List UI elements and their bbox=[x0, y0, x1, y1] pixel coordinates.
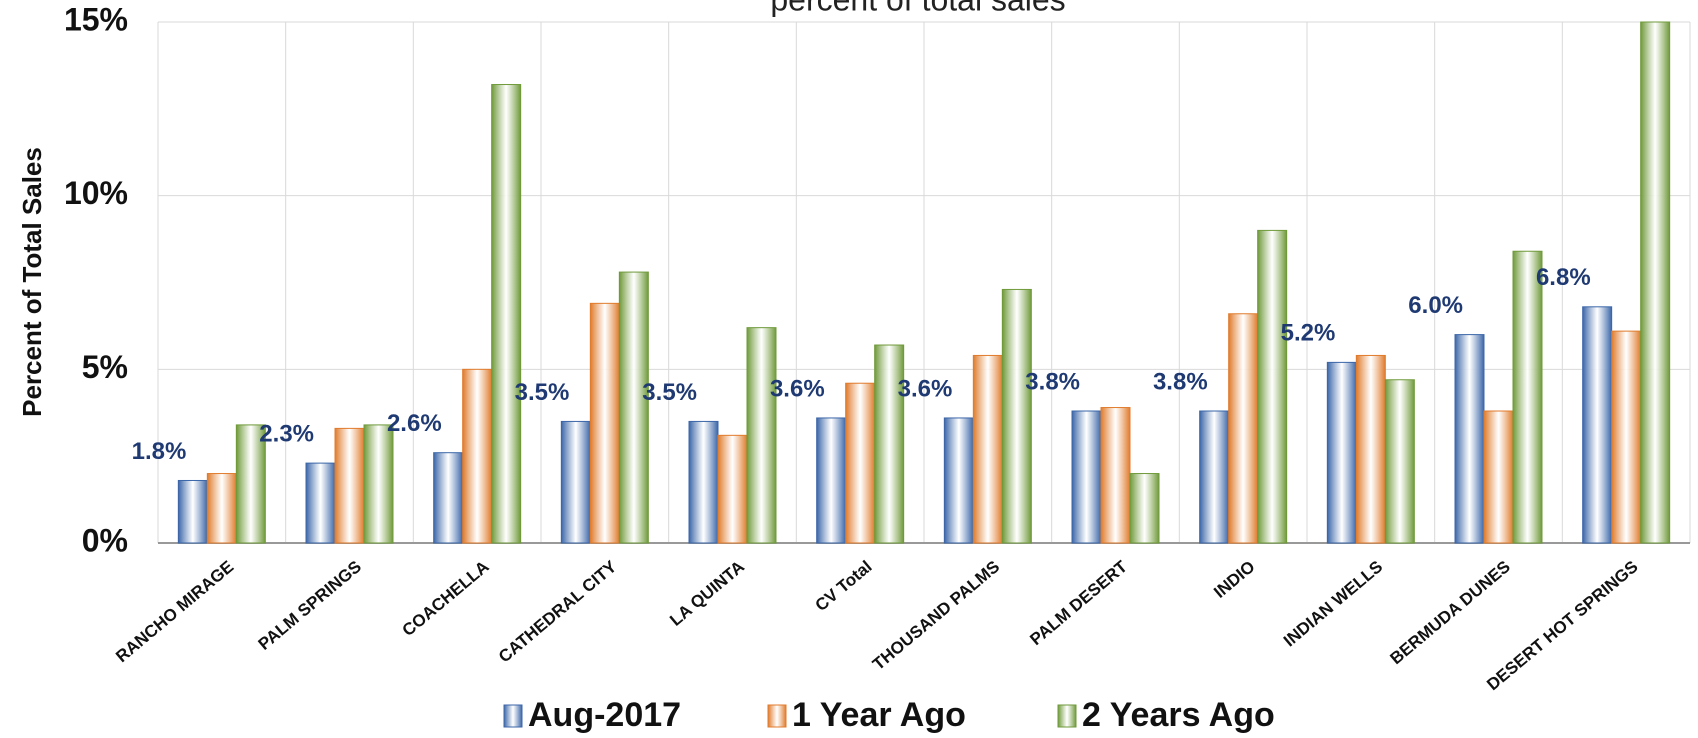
y-tick-label: 15% bbox=[64, 1, 128, 37]
x-tick-label: LA QUINTA bbox=[666, 557, 748, 630]
data-label: 3.6% bbox=[898, 375, 953, 402]
bar bbox=[1326, 361, 1357, 544]
bar bbox=[1257, 229, 1288, 544]
legend-label: 1 Year Ago bbox=[792, 696, 966, 734]
x-tick-label: CV Total bbox=[812, 557, 876, 615]
bar bbox=[589, 302, 620, 544]
bar bbox=[1129, 473, 1160, 544]
bar bbox=[363, 424, 394, 544]
bar bbox=[235, 424, 266, 544]
bar bbox=[1582, 306, 1613, 544]
data-label: 3.8% bbox=[1153, 368, 1208, 395]
bar bbox=[1355, 354, 1386, 544]
bar bbox=[845, 382, 876, 544]
bar bbox=[1611, 330, 1642, 544]
bar bbox=[618, 271, 649, 544]
legend-label: Aug-2017 bbox=[528, 696, 681, 734]
x-tick-label: PALM DESERT bbox=[1026, 557, 1131, 649]
x-tick-label: CATHEDRAL CITY bbox=[495, 557, 621, 667]
bar bbox=[1483, 410, 1514, 544]
bar bbox=[972, 354, 1003, 544]
data-label: 3.5% bbox=[515, 379, 570, 406]
legend-swatch bbox=[503, 704, 523, 728]
bar bbox=[177, 479, 208, 544]
bar bbox=[491, 84, 522, 544]
data-label: 5.2% bbox=[1281, 320, 1336, 347]
data-label: 3.5% bbox=[642, 379, 697, 406]
data-label: 2.3% bbox=[259, 420, 314, 447]
bar bbox=[816, 417, 847, 544]
x-tick-label: BERMUDA DUNES bbox=[1386, 557, 1514, 668]
data-label: 6.8% bbox=[1536, 264, 1591, 291]
bar bbox=[305, 462, 336, 544]
bar bbox=[943, 417, 974, 544]
x-tick-label: RANCHO MIRAGE bbox=[112, 557, 237, 666]
bar bbox=[1454, 334, 1485, 544]
bar bbox=[746, 327, 777, 544]
bar bbox=[334, 427, 365, 544]
bar bbox=[1384, 379, 1415, 544]
x-tick-label: COACHELLA bbox=[399, 557, 493, 640]
bar bbox=[1640, 21, 1671, 544]
x-tick-label: INDIO bbox=[1210, 557, 1258, 602]
data-label: 3.8% bbox=[1025, 368, 1080, 395]
data-label: 3.6% bbox=[770, 375, 825, 402]
bar bbox=[462, 368, 493, 544]
x-tick-label: INDIAN WELLS bbox=[1280, 557, 1386, 650]
data-label: 6.0% bbox=[1408, 292, 1463, 319]
y-tick-label: 5% bbox=[82, 349, 128, 385]
legend-swatch bbox=[767, 704, 787, 728]
bar bbox=[1228, 313, 1259, 544]
y-tick-label: 0% bbox=[82, 522, 128, 558]
x-tick-label: DESERT HOT SPRINGS bbox=[1483, 557, 1641, 694]
data-label: 1.8% bbox=[132, 438, 187, 465]
bar bbox=[874, 344, 905, 544]
y-axis-label: Percent of Total Sales bbox=[17, 147, 47, 417]
data-label: 2.6% bbox=[387, 410, 442, 437]
bar bbox=[560, 420, 591, 544]
bar bbox=[1071, 410, 1102, 544]
bar bbox=[717, 434, 748, 544]
bar bbox=[206, 473, 237, 544]
bar bbox=[1199, 410, 1230, 544]
bar bbox=[433, 452, 464, 544]
legend-label: 2 Years Ago bbox=[1082, 696, 1275, 734]
chart-title: percent of total sales bbox=[770, 0, 1065, 17]
bar bbox=[688, 420, 719, 544]
x-tick-label: PALM SPRINGS bbox=[255, 557, 365, 654]
bar bbox=[1100, 407, 1131, 544]
legend-swatch bbox=[1057, 704, 1077, 728]
bar bbox=[1512, 250, 1543, 544]
bar bbox=[1001, 288, 1032, 544]
y-tick-label: 10% bbox=[64, 175, 128, 211]
x-tick-label: THOUSAND PALMS bbox=[869, 557, 1003, 674]
